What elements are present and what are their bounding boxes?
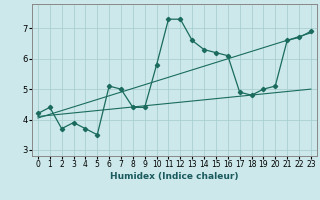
X-axis label: Humidex (Indice chaleur): Humidex (Indice chaleur): [110, 172, 239, 181]
